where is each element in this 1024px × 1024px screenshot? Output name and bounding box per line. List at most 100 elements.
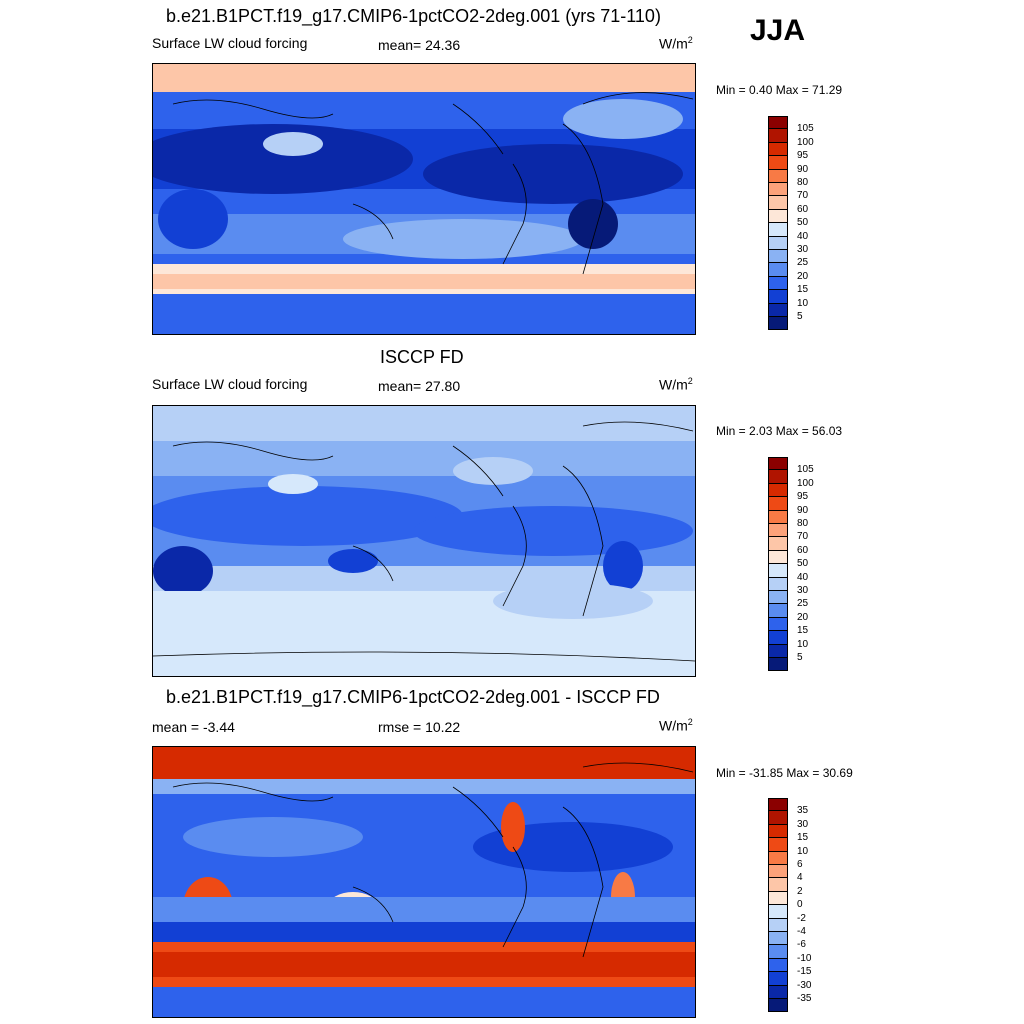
panel3-colorbar-box <box>768 958 788 973</box>
panel1-map <box>152 63 696 335</box>
panel1-colorbar-box <box>768 183 788 197</box>
panel3-colorbar-tick: 6 <box>797 859 803 870</box>
panel2-colorbar-box <box>768 591 788 605</box>
panel3-colorbar-tick: -10 <box>797 952 812 964</box>
panel1-colorbar-tick: 95 <box>797 150 809 162</box>
panel2-colorbar-tick: 60 <box>797 544 809 556</box>
panel2-colorbar-box <box>768 510 788 524</box>
panel3-colorbar-tick: -4 <box>797 926 806 937</box>
panel3-colorbar-box <box>768 838 788 852</box>
panel1-colorbar-box <box>768 142 788 157</box>
panel1-colorbar-tick: 100 <box>797 136 814 148</box>
panel3-colorbar-tick: 30 <box>797 818 809 830</box>
panel3-colorbar-box <box>768 918 788 932</box>
panel1-colorbar-box <box>768 290 788 304</box>
panel3-colorbar-box <box>768 891 788 906</box>
panel2-colorbar-box <box>768 524 788 538</box>
panel1-colorbar-tick: 25 <box>797 257 809 269</box>
panel3-colorbar-tick: -15 <box>797 966 812 978</box>
panel2-colorbar-tick: 105 <box>797 464 814 476</box>
panel2-colorbar-box <box>768 497 788 511</box>
panel1-variable-label: Surface LW cloud forcing <box>152 35 308 51</box>
panel3-map <box>152 746 696 1018</box>
panel3-colorbar-tick: -2 <box>797 912 806 924</box>
panel2-colorbar-tick: 30 <box>797 585 809 596</box>
panel2-colorbar-tick: 95 <box>797 491 809 503</box>
panel2-title: ISCCP FD <box>380 347 464 367</box>
panel2-colorbar-box <box>768 564 788 578</box>
panel2-units: W/m2 <box>659 376 693 393</box>
panel2-colorbar-box <box>768 470 788 484</box>
panel1-colorbar-box <box>768 223 788 237</box>
panel3-colorbar-tick: 35 <box>797 805 809 817</box>
panel2-colorbar-box <box>768 550 788 565</box>
panel1-colorbar-box <box>768 209 788 224</box>
panel3-colorbar-tick: 4 <box>797 872 803 884</box>
panel3-mean-label: mean = -3.44 <box>152 719 235 735</box>
panel3-colorbar-tick: -30 <box>797 979 812 991</box>
panel1-colorbar-tick: 80 <box>797 177 809 188</box>
panel3-colorbar-box <box>768 999 788 1013</box>
panel3-rmse-label: rmse = 10.22 <box>378 719 461 735</box>
panel1-colorbar-box <box>768 129 788 143</box>
panel3-colorbar-tick: -6 <box>797 939 806 951</box>
panel2-colorbar-tick: 5 <box>797 652 803 663</box>
panel1-colorbar-box <box>768 263 788 277</box>
panel1-colorbar-box <box>768 169 788 183</box>
panel1-colorbar-tick: 10 <box>797 297 809 309</box>
panel1-colorbar-tick: 90 <box>797 163 809 175</box>
panel2-colorbar-box <box>768 658 788 672</box>
panel2-colorbar-tick: 25 <box>797 598 809 610</box>
panel3-colorbar-box <box>768 798 788 812</box>
panel2-variable-label: Surface LW cloud forcing <box>152 376 308 392</box>
panel3-colorbar-box <box>768 985 788 999</box>
panel2-colorbar-box <box>768 631 788 645</box>
season-label: JJA <box>750 14 806 47</box>
panel1-units: W/m2 <box>659 35 693 52</box>
panel3-colorbar-tick: 2 <box>797 885 803 897</box>
panel1-title: b.e21.B1PCT.f19_g17.CMIP6-1pctCO2-2deg.0… <box>166 6 661 26</box>
panel1-colorbar-box <box>768 236 788 250</box>
panel3-colorbar-box <box>768 972 788 986</box>
panel2-colorbar-tick: 70 <box>797 531 809 543</box>
panel1-colorbar-box <box>768 317 788 331</box>
panel2-colorbar-box <box>768 644 788 658</box>
panel1-colorbar-box <box>768 250 788 264</box>
panel3-colorbar-box <box>768 851 788 865</box>
panel2-colorbar-box <box>768 483 788 498</box>
panel3-colorbar-tick: -35 <box>797 993 812 1004</box>
panel3-colorbar-box <box>768 878 788 892</box>
panel2-colorbar-tick: 20 <box>797 611 809 623</box>
panel1-colorbar-tick: 70 <box>797 190 809 202</box>
panel3-colorbar-box <box>768 905 788 919</box>
panel2-colorbar-tick: 90 <box>797 504 809 516</box>
panel3-colorbar-tick: 15 <box>797 832 809 844</box>
panel2-map <box>152 405 696 677</box>
panel2-colorbar-tick: 80 <box>797 518 809 529</box>
panel1-colorbar-tick: 105 <box>797 123 814 135</box>
panel1-colorbar-tick: 5 <box>797 311 803 322</box>
panel2-colorbar-box <box>768 604 788 618</box>
panel3-title: b.e21.B1PCT.f19_g17.CMIP6-1pctCO2-2deg.0… <box>166 687 660 707</box>
panel1-colorbar-tick: 30 <box>797 244 809 255</box>
panel2-colorbar-box <box>768 577 788 591</box>
panel1-colorbar-box <box>768 156 788 170</box>
panel3-colorbar-tick: 0 <box>797 899 803 911</box>
panel1-colorbar-tick: 20 <box>797 270 809 282</box>
panel1-minmax: Min = 0.40 Max = 71.29 <box>716 83 843 97</box>
panel3-colorbar-box <box>768 865 788 879</box>
panel1-colorbar-box <box>768 116 788 130</box>
panel2-minmax: Min = 2.03 Max = 56.03 <box>716 424 843 438</box>
panel2-colorbar-box <box>768 537 788 551</box>
panel2-colorbar-box <box>768 457 788 471</box>
panel1-colorbar-tick: 60 <box>797 203 809 215</box>
panel3-colorbar-box <box>768 945 788 959</box>
panel1-colorbar-box <box>768 276 788 291</box>
panel3-colorbar-box <box>768 932 788 946</box>
panel3-units: W/m2 <box>659 717 693 734</box>
panel3-colorbar-box <box>768 824 788 839</box>
panel2-colorbar-tick: 10 <box>797 638 809 650</box>
panel3-colorbar-tick: 10 <box>797 845 809 857</box>
panel1-colorbar-box <box>768 196 788 210</box>
